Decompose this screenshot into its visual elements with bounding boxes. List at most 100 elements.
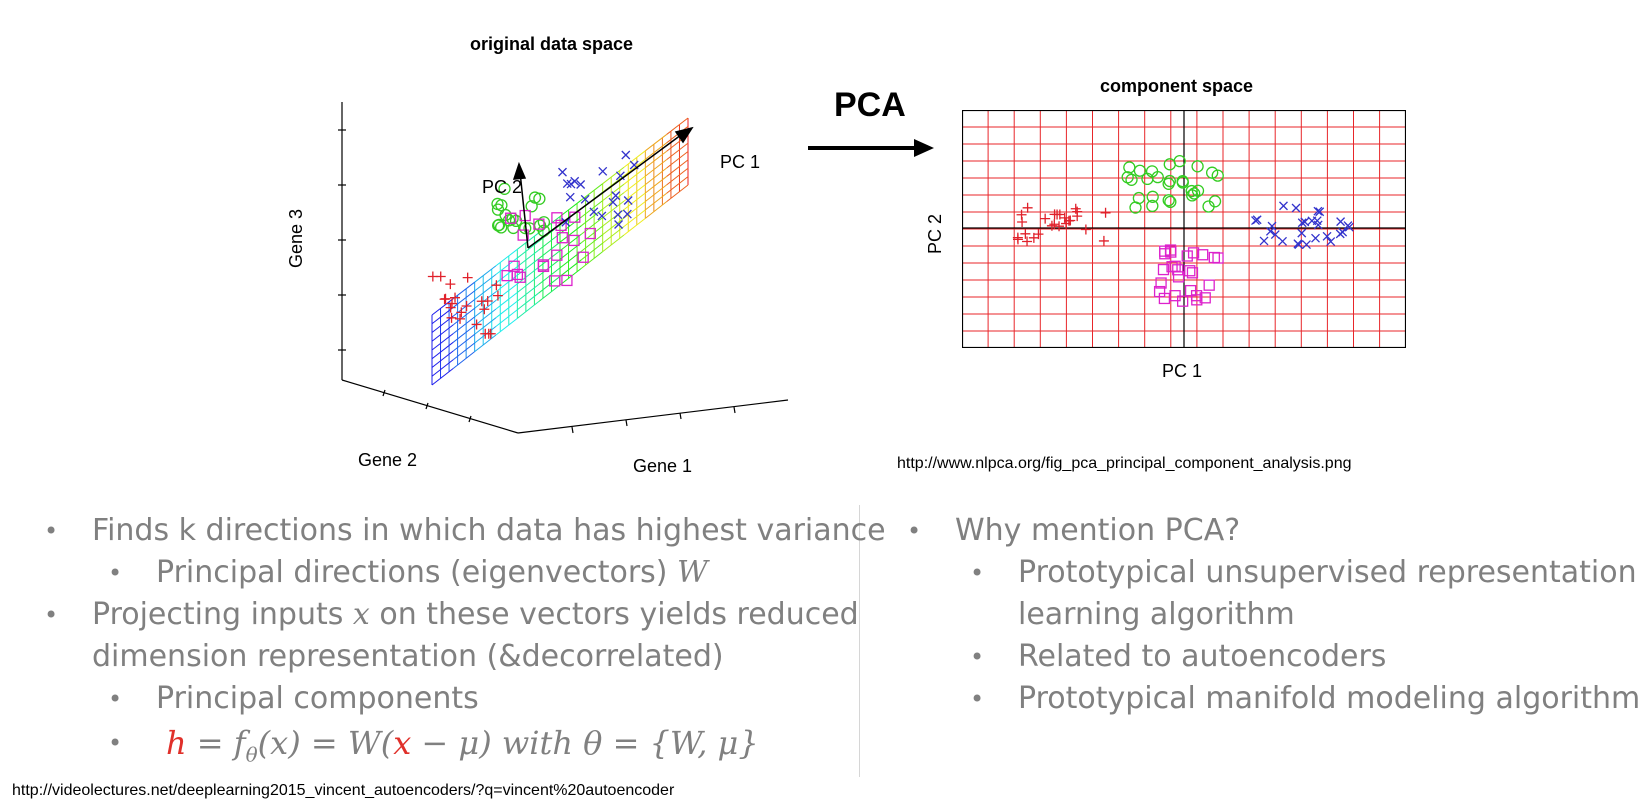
square-marker (551, 249, 563, 261)
mesh-line (645, 201, 667, 219)
mesh-line (645, 159, 667, 177)
mesh-line (623, 192, 646, 210)
plus-marker (482, 295, 493, 306)
bullet-dot: • (108, 729, 123, 757)
component-space-plot (962, 110, 1406, 348)
pc1-label-3d: PC 1 (720, 152, 761, 172)
pca-plane (431, 117, 689, 386)
square-marker (555, 219, 567, 232)
square-marker (537, 259, 549, 271)
x-marker (1294, 240, 1304, 250)
mesh-line (645, 134, 667, 152)
plus-marker (1065, 215, 1076, 226)
mesh-line (666, 159, 689, 177)
figure-source-url[interactable]: http://www.nlpca.org/fig_pca_principal_c… (897, 455, 1352, 472)
square-marker (1184, 265, 1196, 277)
mesh-line (559, 199, 582, 217)
plus-marker (446, 312, 457, 323)
plus-marker (479, 304, 490, 315)
mesh-line (581, 225, 603, 244)
circle-marker (1164, 195, 1177, 209)
plot-frame (962, 110, 1406, 348)
mesh-line (645, 184, 667, 202)
mesh-line (581, 217, 603, 235)
pc-arrows (512, 126, 694, 249)
x-marker (561, 217, 571, 227)
x-marker (1251, 216, 1260, 226)
x-marker (1267, 221, 1277, 231)
circle-marker (1176, 176, 1189, 189)
mesh-line (495, 292, 518, 310)
bullet-2-post: on these vectors yields reduced (369, 597, 859, 632)
mesh-line (495, 283, 518, 301)
plus-marker (1098, 235, 1109, 246)
mesh-line (581, 251, 603, 269)
circle-marker (528, 191, 542, 204)
plus-marker (1100, 207, 1111, 218)
circle-marker (525, 200, 538, 213)
x-marker (622, 209, 632, 219)
mesh-line (538, 284, 561, 303)
plus-marker (1017, 216, 1028, 227)
x-marker (1315, 207, 1325, 217)
square-marker (1159, 248, 1171, 260)
circle-marker (491, 203, 505, 216)
x-marker (597, 211, 607, 221)
mesh-line (602, 217, 625, 236)
circle-marker (1146, 190, 1159, 203)
formula-rest: − μ) with θ = {W, μ} (411, 724, 759, 762)
x-marker (1291, 203, 1301, 213)
mesh-line (559, 225, 582, 243)
x-marker (1322, 231, 1332, 241)
mesh-line (474, 265, 497, 283)
bullet-dot: • (108, 559, 123, 587)
axes-3d (338, 102, 789, 434)
mesh-line (581, 183, 603, 201)
bullet-2-pre: Projecting inputs (92, 597, 353, 632)
x-marker (562, 179, 572, 189)
x-marker (1279, 201, 1288, 211)
bullet-1-text: Finds k directions in which data has hig… (92, 513, 886, 548)
mesh-line (517, 249, 539, 267)
mesh-line (431, 367, 454, 386)
right-sub-1-line1: Prototypical unsupervised representation (1018, 555, 1637, 590)
square-marker (1187, 247, 1200, 259)
plus-marker (1012, 234, 1023, 245)
mesh-line (623, 209, 646, 227)
x-marker (623, 196, 633, 205)
bullet-dot: • (44, 517, 59, 545)
circle-marker (1146, 199, 1159, 213)
square-marker (1191, 294, 1203, 306)
mesh-line (431, 324, 454, 342)
var-x: x (352, 597, 370, 632)
square-marker (1186, 267, 1199, 279)
mesh-line (517, 301, 539, 319)
circle-marker (1132, 191, 1146, 205)
mesh-line (645, 192, 667, 211)
plus-marker (1020, 228, 1031, 239)
formula-theta-sub: θ (245, 742, 258, 767)
mesh-line (645, 167, 667, 185)
square-marker (533, 218, 545, 230)
mesh-line (581, 200, 603, 218)
x-marker (1265, 226, 1275, 236)
square-marker (511, 268, 524, 281)
plus-marker (450, 292, 461, 303)
square-marker (1157, 263, 1170, 276)
mesh-line (538, 250, 561, 268)
mesh-line (495, 317, 518, 336)
circle-marker (1185, 184, 1198, 198)
mesh-line (645, 176, 667, 194)
circle-marker (1208, 195, 1222, 208)
footer-source-url[interactable]: http://videolectures.net/deeplearning201… (12, 782, 675, 799)
circle-marker (1162, 194, 1175, 207)
x-marker (1326, 237, 1336, 247)
mesh-line (431, 341, 454, 360)
x-marker (1278, 236, 1288, 246)
circle-marker (494, 221, 508, 234)
mesh-line (623, 175, 646, 194)
x-marker (614, 220, 624, 229)
mesh-line (666, 184, 689, 203)
mesh-line (602, 166, 625, 185)
mesh-line (453, 351, 475, 369)
